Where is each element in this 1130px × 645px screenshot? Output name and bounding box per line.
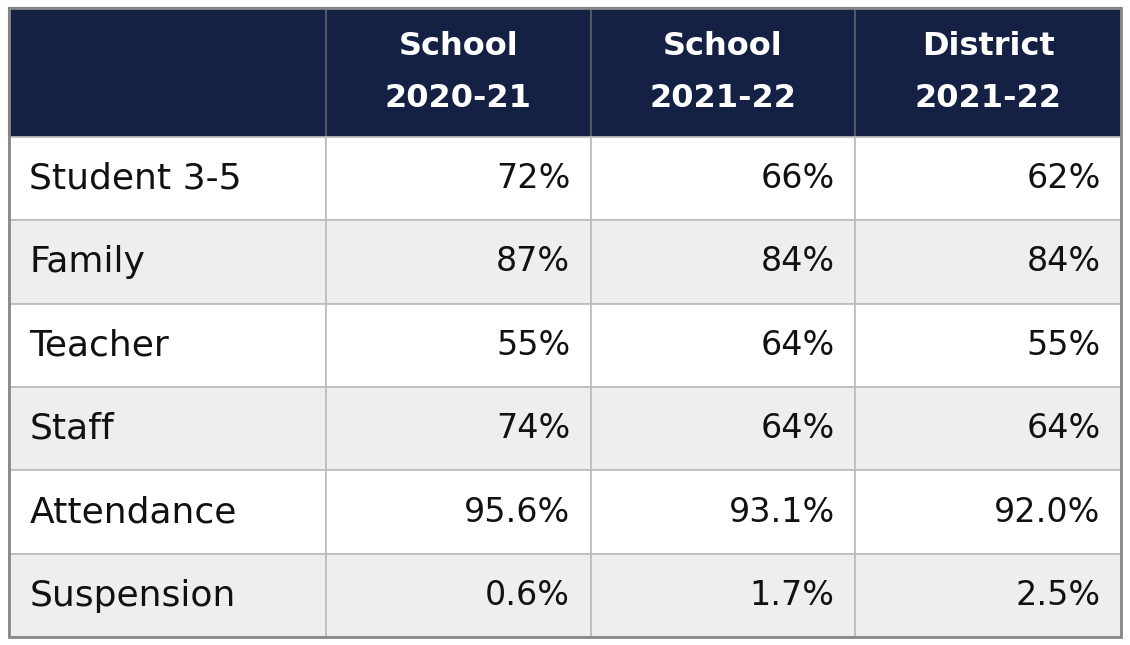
Text: District: District	[922, 31, 1054, 62]
Text: 87%: 87%	[496, 245, 571, 279]
Text: 93.1%: 93.1%	[729, 495, 835, 529]
Text: 74%: 74%	[496, 412, 571, 445]
Text: 2021-22: 2021-22	[650, 83, 797, 114]
Bar	[325, 554, 591, 637]
Bar	[9, 554, 325, 637]
Bar	[9, 220, 325, 304]
Text: 64%: 64%	[760, 412, 835, 445]
Bar	[9, 8, 325, 137]
Text: 84%: 84%	[760, 245, 835, 279]
Text: 1.7%: 1.7%	[750, 579, 835, 612]
Bar	[9, 137, 325, 220]
Bar	[325, 387, 591, 470]
Bar	[591, 220, 855, 304]
Bar	[855, 220, 1121, 304]
Bar	[325, 137, 591, 220]
Bar	[591, 137, 855, 220]
Text: 55%: 55%	[496, 329, 571, 362]
Text: Family: Family	[29, 245, 146, 279]
Bar	[855, 8, 1121, 137]
Bar	[325, 304, 591, 387]
Bar	[325, 8, 591, 137]
Text: School: School	[663, 31, 783, 62]
Bar	[591, 554, 855, 637]
Bar	[855, 304, 1121, 387]
Bar	[9, 387, 325, 470]
Text: 0.6%: 0.6%	[485, 579, 571, 612]
Text: 64%: 64%	[760, 329, 835, 362]
Bar	[855, 554, 1121, 637]
Text: Student 3-5: Student 3-5	[29, 161, 242, 195]
Text: 2020-21: 2020-21	[384, 83, 532, 114]
Text: 62%: 62%	[1026, 162, 1101, 195]
Bar	[591, 387, 855, 470]
Bar	[9, 304, 325, 387]
Text: Attendance: Attendance	[29, 495, 237, 529]
Text: 64%: 64%	[1026, 412, 1101, 445]
Bar	[591, 8, 855, 137]
Bar	[9, 470, 325, 554]
Text: School: School	[399, 31, 519, 62]
Bar	[855, 387, 1121, 470]
Text: 72%: 72%	[496, 162, 571, 195]
Text: 2021-22: 2021-22	[914, 83, 1061, 114]
Text: 95.6%: 95.6%	[464, 495, 571, 529]
Bar	[855, 137, 1121, 220]
Text: 84%: 84%	[1026, 245, 1101, 279]
Text: Staff: Staff	[29, 412, 114, 446]
Text: Suspension: Suspension	[29, 579, 236, 613]
Text: Teacher: Teacher	[29, 328, 170, 362]
Text: 92.0%: 92.0%	[994, 495, 1101, 529]
Text: 66%: 66%	[760, 162, 835, 195]
Bar	[591, 304, 855, 387]
Bar	[325, 470, 591, 554]
Bar	[591, 470, 855, 554]
Bar	[855, 470, 1121, 554]
Text: 55%: 55%	[1026, 329, 1101, 362]
Bar	[325, 220, 591, 304]
Text: 2.5%: 2.5%	[1016, 579, 1101, 612]
